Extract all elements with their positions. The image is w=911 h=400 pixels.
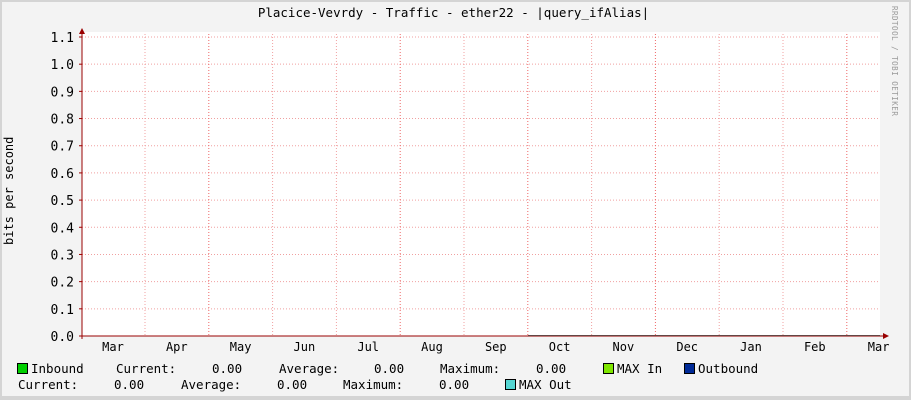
- out-average-label: Average:: [181, 377, 242, 392]
- y-tick-label: 0.5: [51, 194, 74, 209]
- x-tick-label: Nov: [613, 340, 635, 354]
- legend-max-out: MAX Out: [505, 377, 572, 392]
- x-tick-label: Aug: [421, 340, 443, 354]
- y-tick-label: 0.7: [51, 140, 74, 155]
- x-tick-label: Feb: [804, 340, 826, 354]
- legend-inbound: Inbound: [31, 361, 84, 376]
- y-tick-label: 1.1: [51, 31, 74, 46]
- x-tick-label: Jan: [740, 340, 762, 354]
- y-tick-label: 0.3: [51, 248, 74, 263]
- y-tick-label: 1.0: [51, 58, 74, 73]
- x-tick-label: Jun: [294, 340, 316, 354]
- in-average-value: 0.00: [374, 361, 405, 376]
- max-out-swatch: [505, 379, 516, 390]
- legend-max-in: MAX In: [603, 361, 662, 376]
- outbound-swatch: [684, 363, 695, 374]
- in-current-label: Current:: [116, 361, 177, 376]
- y-tick-label: 0.1: [51, 303, 74, 318]
- plot-background: [82, 32, 880, 336]
- out-maximum-label: Maximum:: [343, 377, 404, 392]
- x-tick-label: May: [230, 340, 252, 354]
- outbound-label: Outbound: [698, 361, 759, 376]
- x-tick-label: Sep: [485, 340, 507, 354]
- max-in-label: MAX In: [617, 361, 663, 376]
- x-tick-label: Apr: [166, 340, 188, 354]
- x-axis-arrow-icon: [883, 333, 889, 339]
- x-tick-label: Oct: [549, 340, 571, 354]
- out-current-label: Current:: [18, 377, 79, 392]
- out-maximum-value: 0.00: [439, 377, 470, 392]
- y-tick-label: 0.8: [51, 113, 74, 128]
- legend-outbound: Outbound: [684, 361, 758, 376]
- out-average-value: 0.00: [277, 377, 308, 392]
- out-current-value: 0.00: [114, 377, 145, 392]
- y-tick-label: 0.4: [51, 221, 75, 236]
- in-maximum-label: Maximum:: [440, 361, 501, 376]
- x-tick-label: Mar: [102, 340, 124, 354]
- chart-title: Placice-Vevrdy - Traffic - ether22 - |qu…: [257, 5, 650, 20]
- in-maximum-value: 0.00: [536, 361, 567, 376]
- y-tick-label: 0.6: [51, 167, 74, 182]
- in-current-value: 0.00: [212, 361, 243, 376]
- y-tick-label: 0.9: [51, 85, 74, 100]
- watermark: RRDTOOL / TOBI OETIKER: [890, 6, 899, 117]
- legend-row-1: Inbound: [17, 361, 84, 376]
- x-tick-label: Jul: [357, 340, 379, 354]
- in-average-label: Average:: [279, 361, 340, 376]
- max-out-label: MAX Out: [519, 377, 572, 392]
- max-in-swatch: [603, 363, 614, 374]
- x-tick-label: Mar: [868, 340, 890, 354]
- inbound-swatch: [17, 363, 28, 374]
- x-tick-label: Dec: [676, 340, 698, 354]
- y-axis-arrow-icon: [79, 28, 85, 34]
- y-tick-label: 0.0: [51, 330, 74, 345]
- y-tick-label: 0.2: [51, 276, 74, 291]
